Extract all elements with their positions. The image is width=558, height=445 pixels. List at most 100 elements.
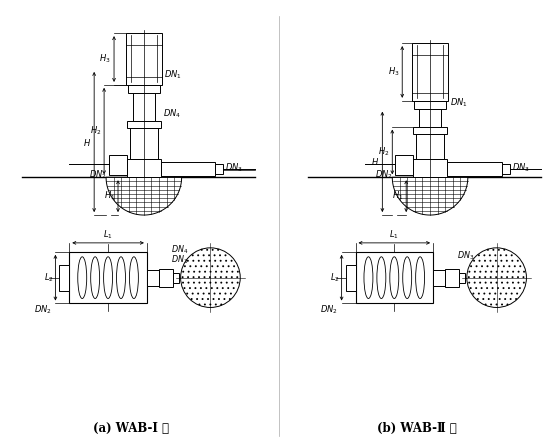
Circle shape (499, 298, 501, 300)
Circle shape (496, 271, 498, 273)
Bar (126, 33, 162, 85)
Circle shape (187, 271, 190, 273)
Ellipse shape (91, 257, 100, 299)
Circle shape (213, 298, 214, 300)
Circle shape (209, 260, 211, 262)
Circle shape (206, 249, 208, 251)
Circle shape (485, 282, 487, 283)
Ellipse shape (364, 257, 373, 299)
Circle shape (198, 260, 200, 262)
Circle shape (511, 292, 513, 295)
Circle shape (231, 276, 233, 278)
Circle shape (507, 282, 508, 283)
Circle shape (204, 282, 206, 283)
Circle shape (503, 287, 504, 289)
Bar (147, 270, 159, 286)
Circle shape (519, 287, 521, 289)
Circle shape (197, 292, 199, 295)
Circle shape (495, 276, 497, 278)
Text: $H_1$: $H_1$ (392, 190, 403, 202)
Circle shape (217, 249, 219, 251)
Polygon shape (106, 177, 181, 215)
Circle shape (474, 271, 476, 273)
Circle shape (187, 282, 190, 283)
Bar (215, 164, 223, 174)
Circle shape (473, 260, 475, 262)
Circle shape (230, 292, 232, 295)
Circle shape (226, 271, 228, 273)
Circle shape (487, 265, 488, 267)
Ellipse shape (129, 257, 138, 299)
Circle shape (207, 298, 209, 300)
Circle shape (485, 303, 487, 305)
Circle shape (480, 287, 483, 289)
Circle shape (208, 254, 210, 256)
Circle shape (496, 303, 498, 305)
Circle shape (199, 282, 200, 283)
Circle shape (500, 254, 502, 256)
Circle shape (227, 287, 229, 289)
Circle shape (506, 276, 508, 278)
Ellipse shape (117, 257, 126, 299)
Circle shape (511, 260, 513, 262)
Circle shape (501, 260, 502, 262)
Text: $H_1$: $H_1$ (104, 190, 115, 202)
Bar (419, 109, 441, 126)
Circle shape (483, 254, 485, 256)
Circle shape (225, 260, 227, 262)
Circle shape (478, 254, 480, 256)
Circle shape (193, 282, 195, 283)
Circle shape (182, 271, 184, 273)
Bar (127, 121, 161, 128)
Circle shape (215, 303, 217, 305)
Circle shape (479, 271, 482, 273)
Text: $DN_2$: $DN_2$ (33, 303, 51, 316)
Circle shape (222, 265, 224, 267)
Circle shape (516, 292, 518, 295)
Circle shape (236, 276, 238, 278)
Bar (433, 270, 445, 286)
Circle shape (508, 287, 510, 289)
Circle shape (204, 276, 205, 278)
Circle shape (475, 287, 477, 289)
Circle shape (523, 282, 525, 283)
Bar (109, 155, 127, 175)
Circle shape (515, 298, 517, 300)
Bar (127, 159, 161, 177)
Circle shape (492, 249, 494, 251)
Bar (502, 164, 509, 174)
Text: $H_2$: $H_2$ (90, 125, 101, 138)
Circle shape (200, 265, 202, 267)
Circle shape (228, 265, 229, 267)
Circle shape (199, 303, 200, 305)
Circle shape (184, 265, 186, 267)
Circle shape (490, 276, 492, 278)
Bar (69, 252, 147, 303)
Circle shape (200, 287, 202, 289)
Circle shape (489, 260, 492, 262)
Circle shape (187, 260, 189, 262)
Circle shape (209, 282, 211, 283)
Circle shape (232, 271, 233, 273)
Bar (395, 155, 413, 175)
Ellipse shape (104, 257, 113, 299)
Circle shape (490, 271, 492, 273)
Bar (416, 134, 444, 159)
Circle shape (470, 265, 472, 267)
Text: $DN_3$: $DN_3$ (457, 250, 474, 262)
Circle shape (201, 298, 204, 300)
Circle shape (222, 287, 224, 289)
Circle shape (237, 282, 239, 283)
Circle shape (220, 282, 222, 283)
Circle shape (219, 254, 221, 256)
Circle shape (477, 298, 479, 300)
Polygon shape (392, 177, 468, 215)
Circle shape (231, 282, 233, 283)
Circle shape (224, 292, 227, 295)
Circle shape (214, 260, 216, 262)
Circle shape (220, 271, 223, 273)
Bar (414, 101, 446, 109)
Circle shape (214, 276, 217, 278)
Text: $L_2$: $L_2$ (44, 271, 54, 284)
Circle shape (489, 254, 491, 256)
